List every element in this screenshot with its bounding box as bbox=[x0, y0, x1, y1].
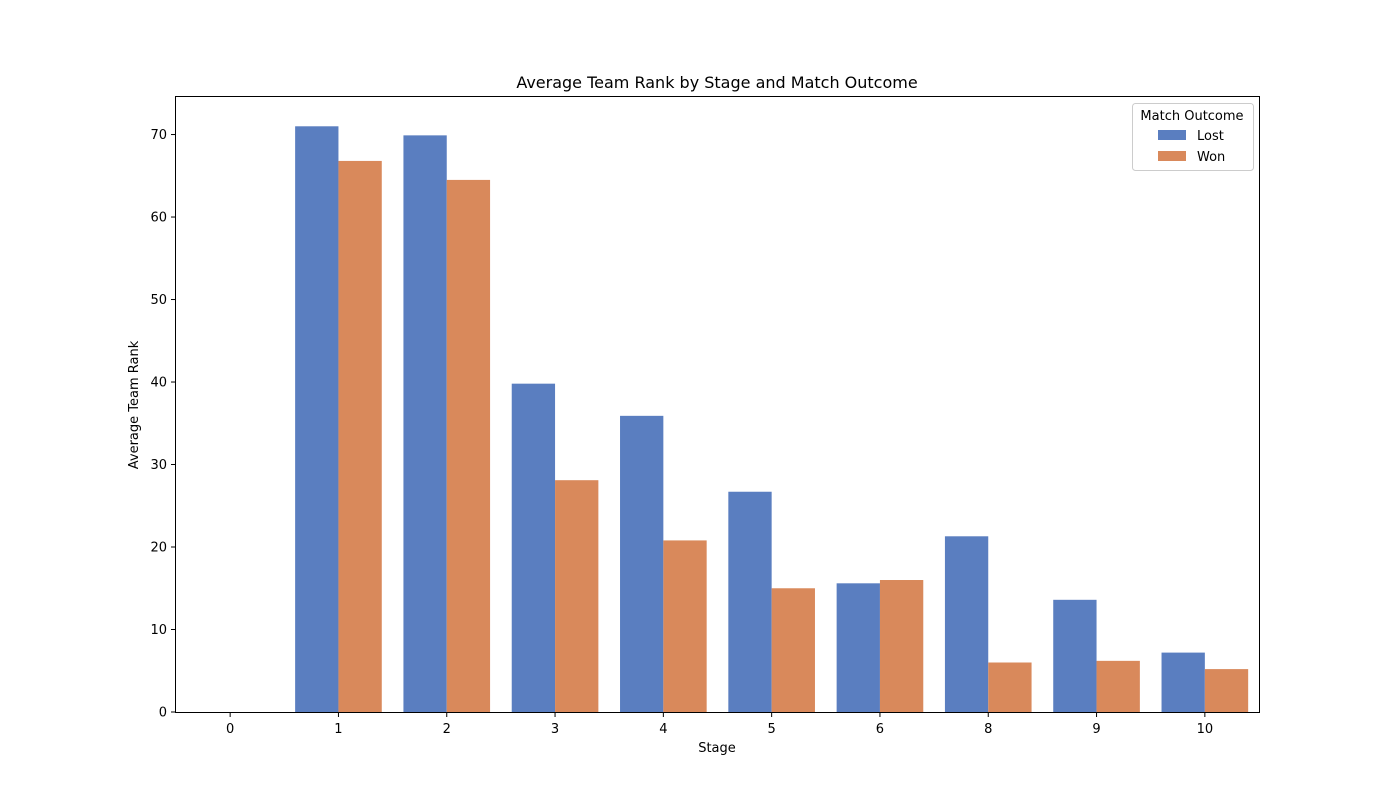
y-axis-title: Average Team Rank bbox=[127, 340, 142, 469]
x-tick-label: 4 bbox=[659, 722, 667, 737]
legend-label-lost: Lost bbox=[1197, 129, 1224, 144]
legend-label-won: Won bbox=[1197, 150, 1225, 165]
bar-won-stage-10 bbox=[1204, 669, 1249, 712]
x-tick-label: 8 bbox=[984, 722, 992, 737]
x-tick-label: 1 bbox=[334, 722, 342, 737]
y-tick-label: 10 bbox=[150, 623, 167, 638]
bar-won-stage-8 bbox=[988, 662, 1032, 712]
x-axis-title: Stage bbox=[698, 741, 736, 756]
bar-lost-stage-6 bbox=[836, 583, 880, 712]
y-axis: 0 10 20 30 40 50 60 70 bbox=[150, 128, 176, 721]
y-tick-label: 20 bbox=[150, 541, 167, 556]
bar-lost-stage-10 bbox=[1161, 652, 1205, 712]
x-tick-label: 10 bbox=[1197, 722, 1214, 737]
bar-lost-stage-2 bbox=[403, 135, 447, 713]
bar-won-stage-5 bbox=[771, 588, 815, 712]
x-tick-label: 5 bbox=[768, 722, 776, 737]
bar-won-stage-2 bbox=[446, 179, 491, 712]
bar-lost-stage-1 bbox=[295, 126, 339, 713]
bars-layer bbox=[295, 126, 1249, 713]
y-tick-label: 30 bbox=[150, 458, 167, 473]
x-tick-label: 3 bbox=[551, 722, 559, 737]
bar-won-stage-4 bbox=[663, 540, 707, 712]
x-axis: 0 1 2 3 4 5 6 8 9 10 bbox=[226, 712, 1213, 737]
bar-lost-stage-8 bbox=[944, 536, 989, 712]
bar-lost-stage-3 bbox=[511, 383, 556, 712]
bar-won-stage-3 bbox=[555, 480, 599, 712]
bar-lost-stage-5 bbox=[728, 491, 772, 712]
legend-title: Match Outcome bbox=[1140, 109, 1243, 124]
x-tick-label: 9 bbox=[1092, 722, 1100, 737]
legend-swatch-won bbox=[1158, 151, 1186, 161]
plot-frame bbox=[175, 96, 1260, 713]
legend-swatch-lost bbox=[1158, 130, 1186, 140]
bar-won-stage-1 bbox=[338, 160, 382, 712]
legend: Match Outcome Lost Won bbox=[1132, 103, 1254, 171]
x-tick-label: 0 bbox=[226, 722, 234, 737]
chart-title: Average Team Rank by Stage and Match Out… bbox=[516, 73, 917, 92]
y-tick-label: 40 bbox=[150, 376, 167, 391]
bar-lost-stage-4 bbox=[620, 415, 664, 712]
y-tick-label: 70 bbox=[150, 128, 167, 143]
x-tick-label: 2 bbox=[443, 722, 451, 737]
bar-won-stage-6 bbox=[879, 580, 924, 712]
y-tick-label: 60 bbox=[150, 211, 167, 226]
y-tick-label: 50 bbox=[150, 293, 167, 308]
x-tick-label: 6 bbox=[876, 722, 884, 737]
y-tick-label: 0 bbox=[159, 706, 167, 721]
bar-lost-stage-9 bbox=[1053, 599, 1097, 712]
bar-won-stage-9 bbox=[1096, 660, 1140, 712]
